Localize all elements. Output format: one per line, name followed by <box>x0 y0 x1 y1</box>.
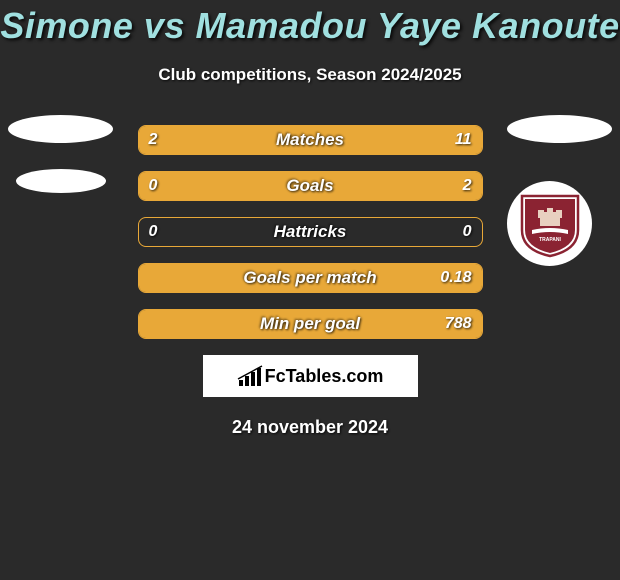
right-player-badges: TRAPANI <box>507 115 612 266</box>
bar-label: Hattricks <box>139 222 482 242</box>
bar-value-left: 0 <box>149 223 158 241</box>
right-badge-placeholder-1 <box>507 115 612 143</box>
stat-bar: Min per goal788 <box>138 309 483 339</box>
bar-value-right: 2 <box>463 177 472 195</box>
left-badge-placeholder-2 <box>16 169 106 193</box>
bar-label: Min per goal <box>139 314 482 334</box>
bar-value-right: 11 <box>455 131 472 149</box>
left-badge-placeholder-1 <box>8 115 113 143</box>
left-player-badges <box>8 115 113 219</box>
bar-value-right: 0.18 <box>440 269 471 287</box>
date: 24 november 2024 <box>0 417 620 438</box>
bar-label: Goals per match <box>139 268 482 288</box>
bar-value-right: 0 <box>463 223 472 241</box>
page-title: Simone vs Mamadou Yaye Kanoute <box>0 0 620 47</box>
stat-bar: Hattricks0 0 <box>138 217 483 247</box>
bar-value-left: 2 <box>149 131 158 149</box>
subtitle: Club competitions, Season 2024/2025 <box>0 65 620 85</box>
bar-label: Goals <box>139 176 482 196</box>
stat-bar: Goals0 2 <box>138 171 483 201</box>
trapani-shield-icon: TRAPANI <box>520 190 580 258</box>
stats-area: TRAPANI Matches211Goals02Hattricks00Goal… <box>0 125 620 339</box>
attribution-box: FcTables.com <box>203 355 418 397</box>
bar-value-right: 788 <box>445 315 472 333</box>
bar-value-left: 0 <box>149 177 158 195</box>
bar-label: Matches <box>139 130 482 150</box>
stat-bar: Goals per match0.18 <box>138 263 483 293</box>
svg-text:TRAPANI: TRAPANI <box>539 237 561 243</box>
stat-bars: Matches211Goals02Hattricks00Goals per ma… <box>138 125 483 339</box>
attribution-text: FcTables.com <box>265 366 384 387</box>
right-club-badge: TRAPANI <box>507 181 592 266</box>
stat-bar: Matches2 11 <box>138 125 483 155</box>
bar-chart-icon <box>237 364 265 388</box>
